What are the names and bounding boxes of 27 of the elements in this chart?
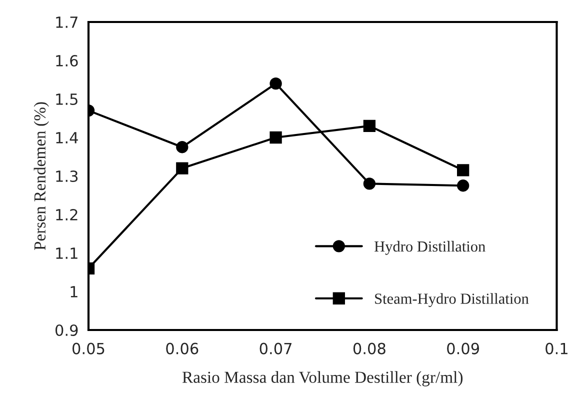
x-tick-label: 0.05	[72, 342, 104, 354]
point	[176, 141, 188, 154]
y-tick-label: 1	[70, 286, 78, 298]
y-tick-label: 1.5	[56, 94, 78, 106]
y-tick-label: 1.2	[56, 208, 78, 220]
point	[363, 120, 376, 132]
y-axis-title: Persen Rendemen (%)	[34, 102, 49, 250]
x-axis-title: Rasio Massa dan Volume Destiller (gr/ml)	[182, 371, 463, 386]
y-tick-label: 1.1	[56, 248, 78, 259]
legend-label: Hydro Distillation	[374, 240, 486, 255]
x-tick-label: 0.09	[447, 342, 480, 354]
y-tick-label: 1.7	[56, 16, 78, 28]
y-tick-label: 1.3	[56, 170, 78, 182]
point	[457, 180, 470, 192]
point	[270, 78, 282, 90]
y-tick-label: 0.9	[55, 324, 78, 336]
y-tick-label: 1.6	[56, 54, 78, 67]
y-tick-label: 1.4	[56, 132, 78, 144]
x-tick-label: 0.1	[546, 342, 568, 354]
point	[270, 131, 282, 144]
point	[457, 164, 470, 176]
x-tick-label: 0.08	[353, 342, 386, 354]
point	[363, 178, 376, 190]
legend-label: Steam-Hydro Distillation	[375, 293, 529, 308]
point	[176, 162, 188, 174]
x-tick-label: 0.07	[260, 342, 292, 354]
x-tick-label: 0.06	[166, 342, 198, 354]
